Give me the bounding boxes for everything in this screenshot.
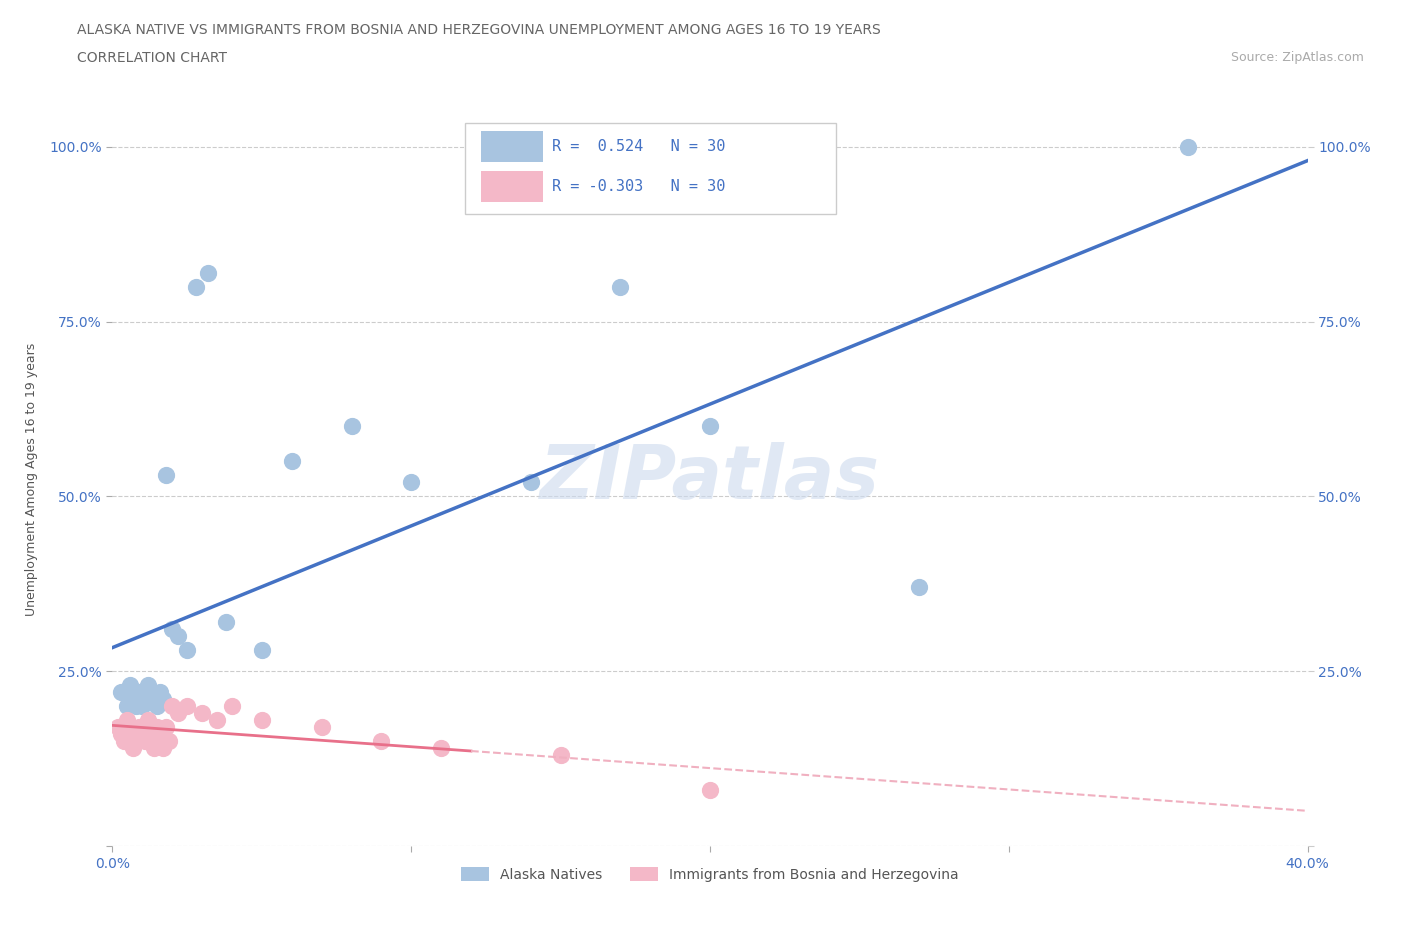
Point	[114, 734, 135, 749]
Point	[162, 699, 183, 714]
Point	[122, 741, 145, 756]
Legend: Alaska Natives, Immigrants from Bosnia and Herzegovina: Alaska Natives, Immigrants from Bosnia a…	[456, 861, 965, 887]
Point	[167, 706, 190, 721]
Point	[146, 720, 169, 735]
Point	[128, 684, 150, 699]
Point	[131, 699, 153, 714]
Point	[107, 720, 129, 735]
Point	[138, 678, 160, 693]
Point	[134, 734, 156, 749]
Point	[125, 699, 148, 714]
Text: ZIPatlas: ZIPatlas	[540, 443, 880, 515]
Point	[110, 727, 132, 742]
Y-axis label: Unemployment Among Ages 16 to 19 years: Unemployment Among Ages 16 to 19 years	[25, 342, 38, 616]
Point	[146, 699, 169, 714]
Point	[143, 741, 166, 756]
Point	[197, 265, 219, 280]
Point	[205, 713, 228, 728]
Point	[117, 699, 139, 714]
Point	[250, 643, 273, 658]
Point	[609, 279, 631, 294]
Point	[401, 475, 423, 490]
Point	[141, 727, 163, 742]
Point	[281, 454, 304, 469]
Point	[176, 643, 198, 658]
Point	[138, 713, 160, 728]
Point	[340, 419, 363, 434]
Point	[120, 727, 142, 742]
Point	[155, 468, 177, 483]
Point	[176, 699, 198, 714]
Point	[311, 720, 333, 735]
Point	[117, 713, 139, 728]
Text: Source: ZipAtlas.com: Source: ZipAtlas.com	[1230, 51, 1364, 64]
Point	[134, 692, 156, 707]
Point	[221, 699, 243, 714]
FancyBboxPatch shape	[481, 131, 543, 163]
Point	[699, 419, 721, 434]
Point	[250, 713, 273, 728]
Text: ALASKA NATIVE VS IMMIGRANTS FROM BOSNIA AND HERZEGOVINA UNEMPLOYMENT AMONG AGES : ALASKA NATIVE VS IMMIGRANTS FROM BOSNIA …	[77, 23, 882, 37]
Text: R =  0.524   N = 30: R = 0.524 N = 30	[553, 140, 725, 154]
FancyBboxPatch shape	[465, 123, 835, 215]
Point	[131, 727, 153, 742]
Point	[152, 741, 174, 756]
Point	[152, 692, 174, 707]
Point	[125, 734, 148, 749]
Text: CORRELATION CHART: CORRELATION CHART	[77, 51, 228, 65]
Point	[550, 748, 572, 763]
Point	[110, 684, 132, 699]
Point	[157, 734, 180, 749]
FancyBboxPatch shape	[481, 171, 543, 202]
Point	[191, 706, 214, 721]
Point	[215, 615, 238, 630]
Point	[1177, 140, 1199, 154]
Point	[167, 629, 190, 644]
Point	[186, 279, 208, 294]
Point	[430, 741, 453, 756]
Point	[155, 720, 177, 735]
Point	[128, 720, 150, 735]
Text: R = -0.303   N = 30: R = -0.303 N = 30	[553, 179, 725, 194]
Point	[141, 684, 163, 699]
Point	[162, 622, 183, 637]
Point	[120, 678, 142, 693]
Point	[908, 580, 931, 595]
Point	[520, 475, 543, 490]
Point	[143, 692, 166, 707]
Point	[370, 734, 392, 749]
Point	[149, 727, 172, 742]
Point	[122, 692, 145, 707]
Point	[149, 684, 172, 699]
Point	[699, 783, 721, 798]
